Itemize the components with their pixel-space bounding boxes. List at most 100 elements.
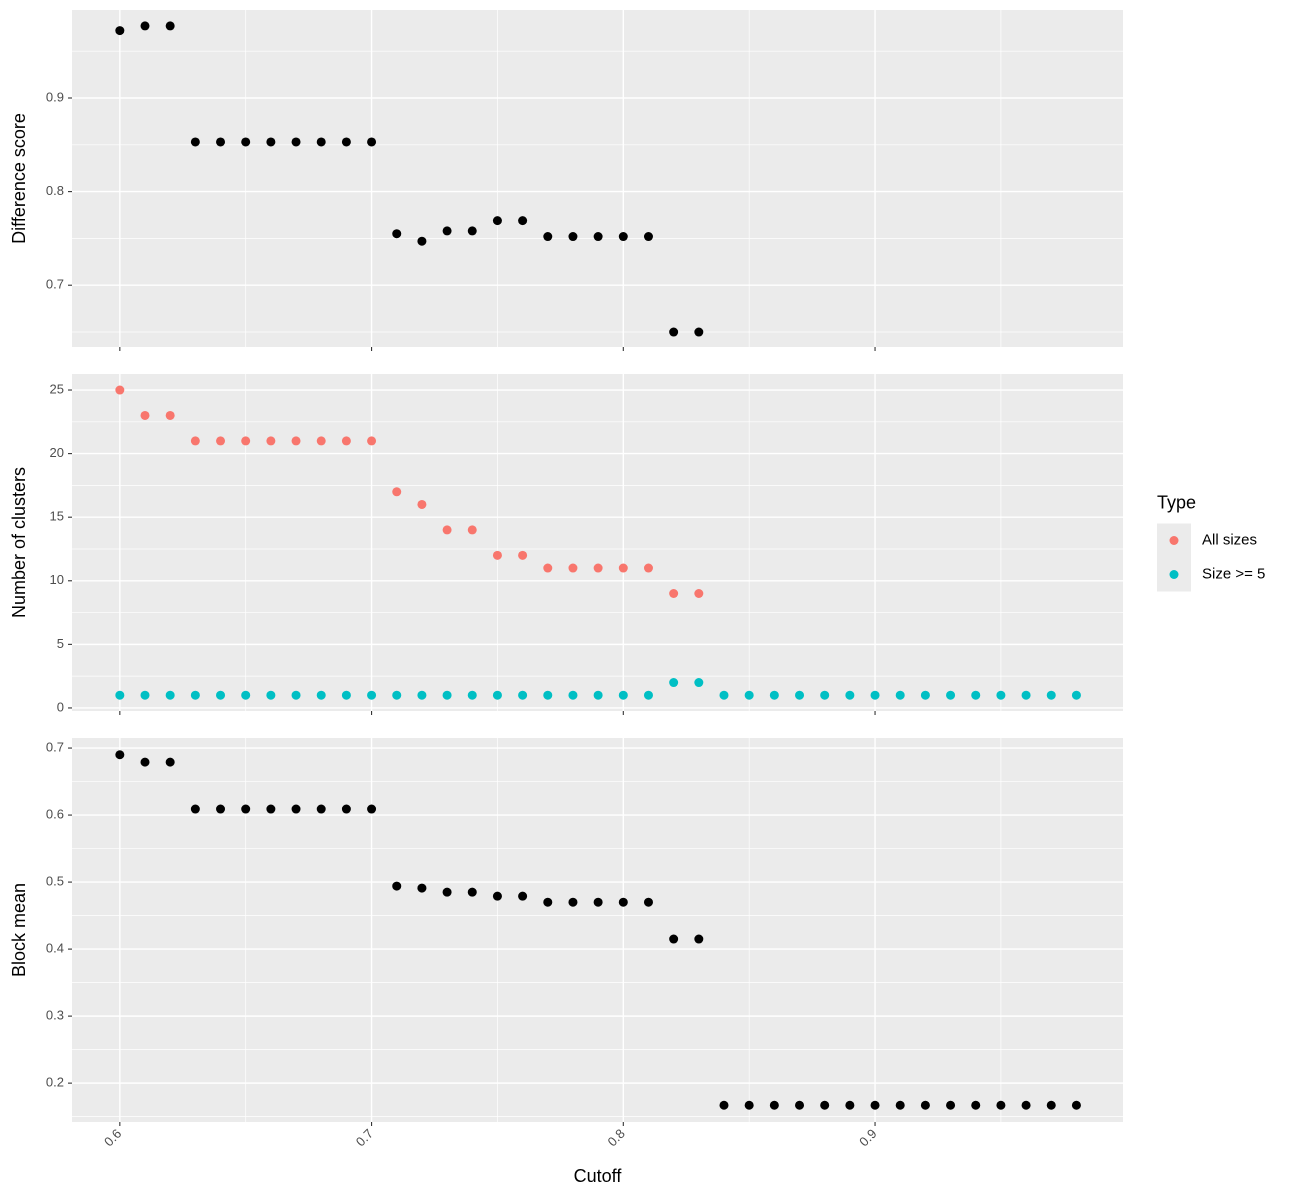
y-tick-label: 0.5 <box>46 874 64 889</box>
point <box>316 436 326 446</box>
point <box>367 137 377 147</box>
point <box>266 690 276 700</box>
point <box>417 690 427 700</box>
point <box>593 897 603 907</box>
point <box>241 137 251 147</box>
point <box>895 690 905 700</box>
point <box>165 410 175 420</box>
point <box>744 1100 754 1110</box>
point <box>190 804 200 814</box>
point <box>392 487 402 497</box>
point <box>568 563 578 573</box>
point <box>971 690 981 700</box>
point <box>190 690 200 700</box>
point <box>996 1100 1006 1110</box>
point <box>241 690 251 700</box>
y-tick-label: 0.6 <box>46 807 64 822</box>
point <box>1046 1100 1056 1110</box>
point <box>165 21 175 31</box>
point <box>341 436 351 446</box>
point <box>367 690 377 700</box>
point <box>669 327 679 337</box>
point <box>392 229 402 239</box>
point <box>1021 1100 1031 1110</box>
panel-background <box>72 10 1123 347</box>
point <box>996 690 1006 700</box>
point <box>291 804 301 814</box>
point <box>795 1100 805 1110</box>
point <box>140 410 150 420</box>
point <box>643 232 653 242</box>
point <box>1071 690 1081 700</box>
point <box>291 137 301 147</box>
point <box>971 1100 981 1110</box>
point <box>165 690 175 700</box>
point <box>115 385 125 395</box>
point <box>417 883 427 893</box>
point <box>367 436 377 446</box>
point <box>920 690 930 700</box>
point <box>769 690 779 700</box>
point <box>216 690 226 700</box>
point <box>669 678 679 688</box>
point <box>568 690 578 700</box>
point <box>140 757 150 767</box>
point <box>316 690 326 700</box>
point <box>190 436 200 446</box>
point <box>518 550 528 560</box>
point <box>417 499 427 509</box>
legend-marker <box>1169 536 1179 545</box>
point <box>744 690 754 700</box>
point <box>467 887 477 897</box>
point <box>241 436 251 446</box>
point <box>593 690 603 700</box>
panel-background <box>72 738 1123 1122</box>
point <box>795 690 805 700</box>
point <box>669 934 679 944</box>
x-tick-label: 0.7 <box>353 1126 376 1149</box>
point <box>417 236 427 246</box>
point <box>694 678 704 688</box>
point <box>593 563 603 573</box>
point <box>341 137 351 147</box>
y-tick-label: 5 <box>57 636 64 651</box>
point <box>442 226 452 236</box>
point <box>1071 1100 1081 1110</box>
y-tick-label: 25 <box>50 381 64 396</box>
point <box>820 690 830 700</box>
point <box>518 690 528 700</box>
point <box>895 1100 905 1110</box>
point <box>115 750 125 760</box>
point <box>316 804 326 814</box>
point <box>694 327 704 337</box>
point <box>266 804 276 814</box>
y-axis-title: Block mean <box>9 883 29 977</box>
point <box>870 690 880 700</box>
point <box>618 690 628 700</box>
point <box>643 690 653 700</box>
y-tick-label: 10 <box>50 572 64 587</box>
panel-background <box>72 374 1123 711</box>
legend-title: Type <box>1157 492 1196 512</box>
point <box>442 690 452 700</box>
point <box>543 232 553 242</box>
point <box>669 588 679 598</box>
point <box>266 436 276 446</box>
point <box>190 137 200 147</box>
point <box>442 525 452 535</box>
point <box>618 232 628 242</box>
point <box>467 690 477 700</box>
point <box>492 690 502 700</box>
y-tick-label: 0.7 <box>46 277 64 292</box>
y-tick-label: 0.9 <box>46 89 64 104</box>
point <box>643 563 653 573</box>
point <box>845 690 855 700</box>
point <box>870 1100 880 1110</box>
point <box>568 897 578 907</box>
point <box>115 690 125 700</box>
point <box>367 804 377 814</box>
y-tick-label: 0.4 <box>46 941 64 956</box>
y-tick-label: 20 <box>50 445 64 460</box>
point <box>291 690 301 700</box>
